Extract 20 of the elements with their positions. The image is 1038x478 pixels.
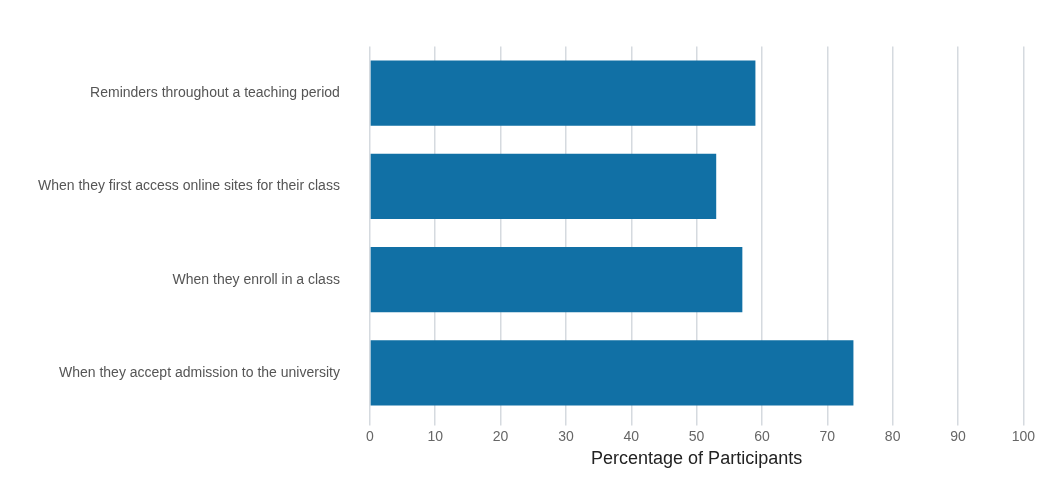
bar — [370, 60, 756, 126]
x-tick-label: 10 — [427, 427, 444, 444]
x-tick-label: 50 — [688, 427, 705, 444]
x-tick-label: 20 — [492, 427, 509, 444]
x-tick-label: 40 — [623, 427, 640, 444]
y-tick-label: When they accept admission to the university — [58, 363, 340, 380]
x-axis-title: Percentage of Participants — [591, 448, 803, 469]
x-tick-label: 90 — [950, 427, 966, 444]
x-tick-label: 100 — [1011, 427, 1036, 444]
y-tick-label: When they first access online sites for their class — [37, 177, 340, 194]
y-tick-label: Reminders throughout a teaching period — [90, 83, 340, 100]
bar — [370, 153, 717, 220]
x-tick-label: 80 — [884, 427, 901, 444]
bar — [370, 340, 854, 406]
x-tick-label: 0 — [366, 427, 374, 444]
x-tick-label: 70 — [819, 427, 836, 444]
x-tick-label: 30 — [558, 427, 574, 444]
y-tick-label: When they enroll in a class — [172, 270, 340, 287]
bar — [370, 247, 743, 313]
x-tick-label: 60 — [754, 427, 770, 444]
